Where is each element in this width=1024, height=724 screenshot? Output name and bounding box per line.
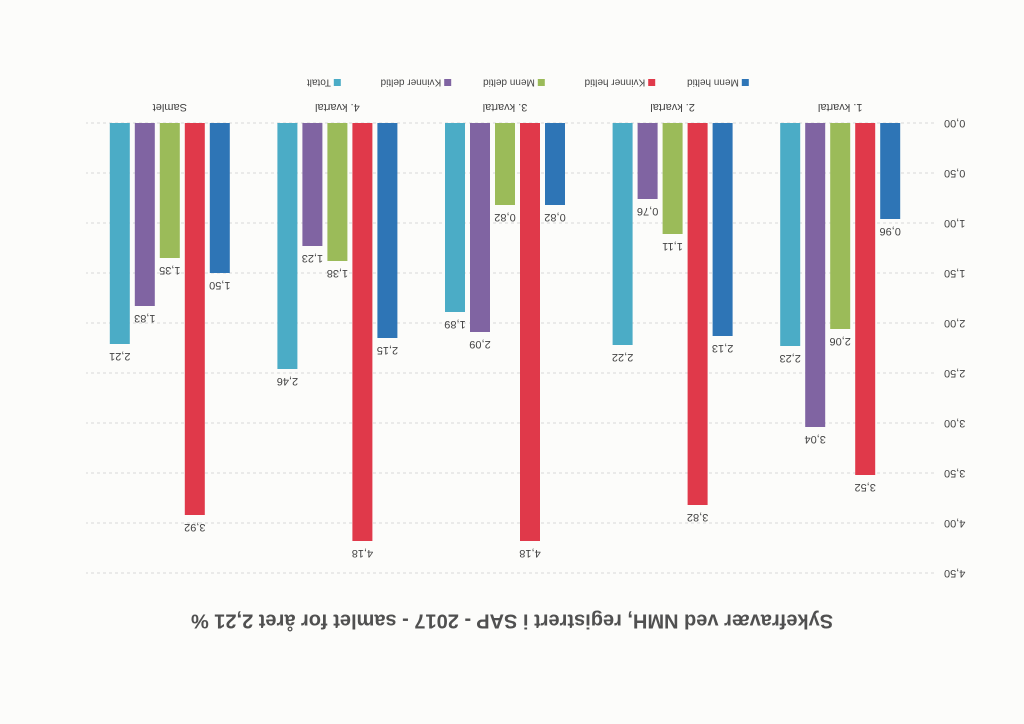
bar <box>855 123 876 475</box>
bar <box>277 123 298 369</box>
value-label: 1,89 <box>444 318 465 330</box>
value-label: 2,09 <box>469 338 490 350</box>
chart-title: Sykefravær ved NMH, registrert i SAP - 2… <box>191 610 833 633</box>
bar <box>712 123 733 336</box>
bar <box>520 123 540 541</box>
x-tick-label: 3. kvartal <box>483 101 528 113</box>
legend-swatch <box>648 79 656 86</box>
value-label: 2,06 <box>829 335 850 347</box>
value-label: 1,50 <box>209 279 230 291</box>
bar <box>830 123 851 329</box>
value-label: 4,18 <box>519 547 540 559</box>
value-label: 2,21 <box>109 350 130 362</box>
bar <box>805 123 826 427</box>
value-label: 1,38 <box>327 267 348 279</box>
y-tick-label: 4,00 <box>944 517 965 529</box>
value-label: 3,92 <box>184 521 205 533</box>
value-label: 1,11 <box>662 240 683 252</box>
bar <box>159 123 180 258</box>
legend-label: Menn heltid <box>687 76 739 87</box>
value-label: 0,82 <box>494 211 515 223</box>
bar <box>880 123 901 219</box>
bar <box>445 123 465 312</box>
x-tick-label: 4. kvartal <box>315 101 360 113</box>
bar <box>209 123 230 273</box>
bar <box>495 123 515 205</box>
bar <box>184 123 205 515</box>
y-tick-label: 1,50 <box>944 267 965 279</box>
value-label: 3,04 <box>804 433 825 445</box>
bar <box>134 123 155 306</box>
legend-swatch <box>444 79 452 86</box>
bar <box>470 123 490 332</box>
value-label: 2,22 <box>612 351 633 363</box>
y-tick-label: 3,50 <box>944 467 965 479</box>
bar <box>302 123 323 246</box>
legend-label: Kvinner heltid <box>585 76 646 87</box>
value-label: 2,13 <box>712 342 733 354</box>
x-tick-label: Samlet <box>153 101 187 113</box>
value-label: 0,82 <box>544 211 565 223</box>
value-label: 2,15 <box>377 344 398 356</box>
value-label: 3,52 <box>854 481 875 493</box>
value-label: 0,76 <box>637 205 658 217</box>
bar <box>327 123 348 261</box>
y-tick-label: 3,00 <box>944 417 965 429</box>
legend-swatch <box>537 79 545 86</box>
value-label: 2,23 <box>779 352 800 364</box>
y-tick-label: 0,50 <box>944 167 965 179</box>
legend-label: Totalt <box>307 76 331 87</box>
value-label: 1,83 <box>134 312 155 324</box>
legend-label: Menn deltid <box>483 76 535 87</box>
bar <box>377 123 398 338</box>
bar <box>352 123 373 541</box>
bar <box>687 123 708 505</box>
value-label: 2,46 <box>277 375 298 387</box>
legend-label: Kvinner deltid <box>381 76 442 87</box>
y-tick-label: 2,50 <box>944 367 965 379</box>
y-tick-label: 0,00 <box>944 117 965 129</box>
value-label: 4,18 <box>352 547 373 559</box>
y-tick-label: 1,00 <box>944 217 965 229</box>
value-label: 0,96 <box>879 225 900 237</box>
legend-swatch <box>741 79 749 86</box>
bar <box>780 123 801 346</box>
bar <box>637 123 658 199</box>
x-tick-label: 2. kvartal <box>650 101 695 113</box>
x-tick-label: 1. kvartal <box>818 101 863 113</box>
value-label: 1,23 <box>302 252 323 264</box>
y-tick-label: 2,00 <box>944 317 965 329</box>
bar <box>612 123 633 345</box>
bar <box>662 123 683 234</box>
value-label: 1,35 <box>159 264 180 276</box>
bar <box>109 123 130 344</box>
y-tick-label: 4,50 <box>944 567 965 579</box>
legend-swatch <box>333 79 341 86</box>
bar <box>545 123 565 205</box>
value-label: 3,82 <box>687 511 708 523</box>
